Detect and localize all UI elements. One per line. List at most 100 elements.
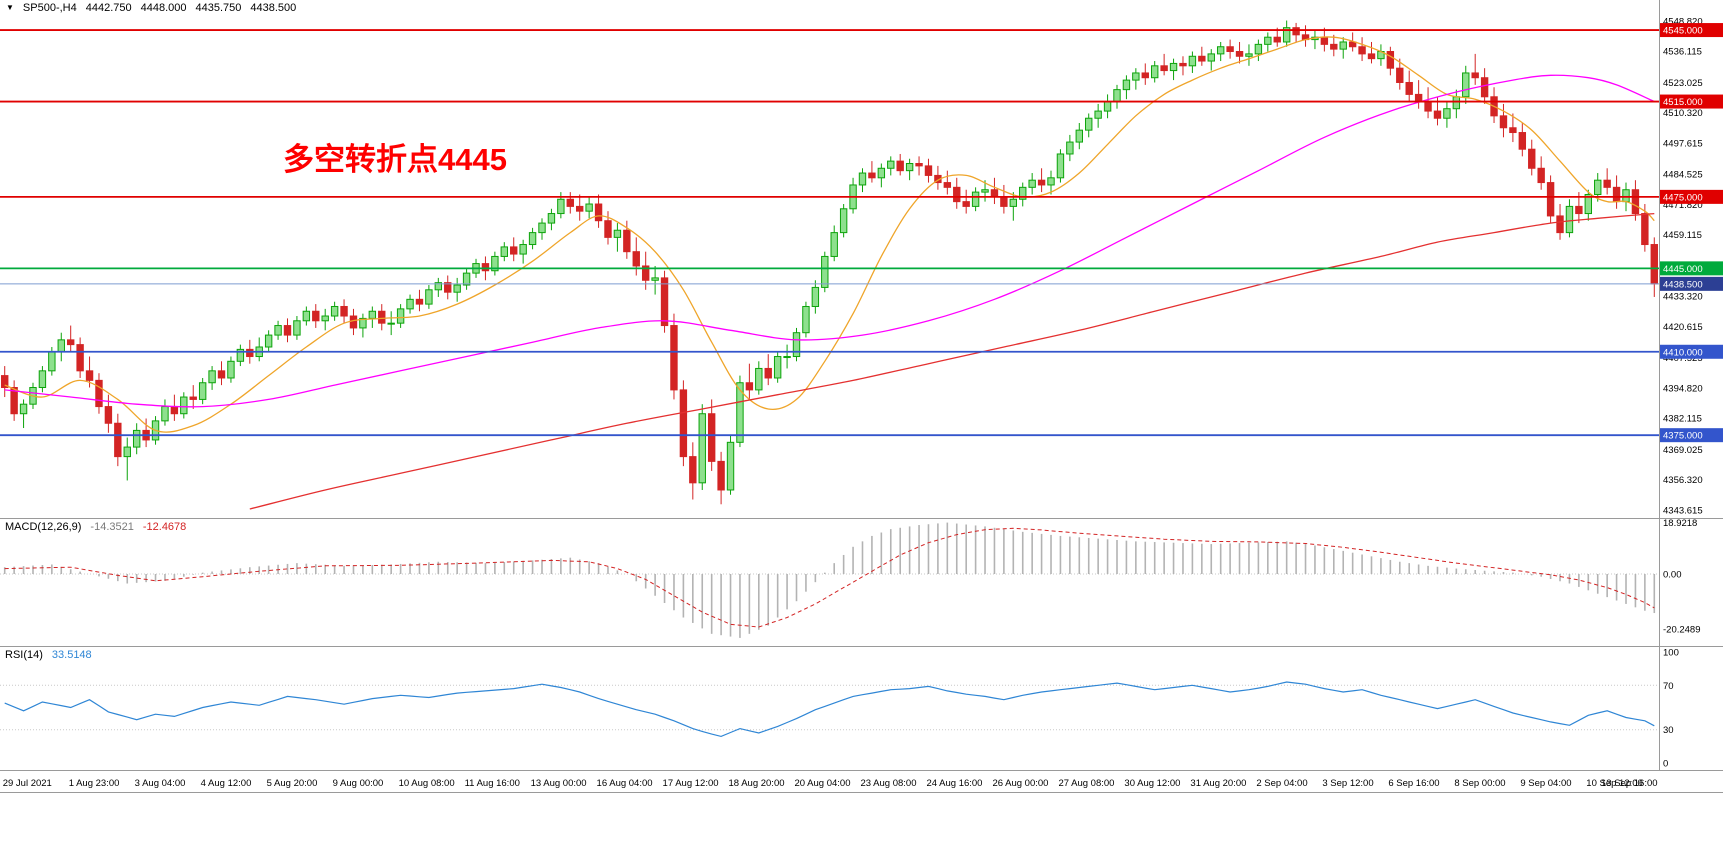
svg-text:100: 100 (1663, 648, 1679, 659)
candle-body (48, 351, 56, 372)
candle-body (236, 348, 245, 362)
candle-body (1037, 179, 1046, 186)
svg-text:6 Sep 16:00: 6 Sep 16:00 (1388, 778, 1439, 789)
ohlc-close: 4438.500 (250, 2, 297, 14)
ohlc-open: 4442.750 (85, 2, 132, 14)
candle-body (1594, 179, 1602, 195)
svg-text:3 Sep 12:00: 3 Sep 12:00 (1322, 778, 1373, 789)
candle-body (726, 441, 735, 491)
candle-body (1462, 72, 1470, 98)
candle-body (104, 406, 113, 424)
candle-body (1631, 189, 1640, 215)
svg-text:4433.320: 4433.320 (1663, 292, 1703, 303)
svg-text:4438.500: 4438.500 (1663, 279, 1703, 290)
candle-body (1198, 55, 1206, 62)
candle-body (415, 298, 424, 305)
candle-body (208, 370, 216, 384)
svg-text:11 Aug 16:00: 11 Aug 16:00 (465, 778, 520, 789)
candle-body (1264, 36, 1272, 45)
svg-text:18.9218: 18.9218 (1663, 518, 1697, 529)
price-badge (1660, 344, 1723, 359)
candle-body (1433, 110, 1442, 119)
candle-body (981, 189, 989, 193)
candle-body (1188, 55, 1197, 67)
candle-body (821, 255, 829, 288)
candle-body (1085, 117, 1093, 131)
candle-body (434, 282, 443, 291)
candle-body (1612, 186, 1621, 203)
ohlc-low: 4435.750 (195, 2, 242, 14)
svg-text:10 Sep 12:00: 10 Sep 12:00 (1586, 778, 1643, 789)
candle-body (707, 413, 716, 462)
candle-body (1103, 101, 1112, 112)
candle-body (1528, 148, 1536, 169)
candle-body (189, 396, 197, 400)
candle-body (330, 305, 339, 317)
svg-text:24 Aug 16:00: 24 Aug 16:00 (926, 778, 982, 789)
candle-body (170, 406, 179, 415)
candle-body (1537, 167, 1545, 184)
svg-text:4394.820: 4394.820 (1663, 383, 1703, 394)
candle-body (1405, 81, 1413, 95)
candle-body (462, 272, 471, 286)
svg-text:3 Aug 04:00: 3 Aug 04:00 (135, 778, 186, 789)
candle-body (293, 320, 301, 336)
rsi-line (4, 681, 1655, 738)
candle-body (1207, 53, 1215, 62)
candle-body (792, 332, 801, 358)
candle-body (1396, 67, 1404, 83)
candle-body (123, 446, 131, 458)
svg-text:17 Aug 12:00: 17 Aug 12:00 (663, 778, 719, 789)
svg-text:0.00: 0.00 (1663, 570, 1682, 581)
candle-body (1113, 89, 1121, 103)
candle-body (1424, 101, 1432, 112)
candle-body (198, 382, 207, 400)
candle-body (651, 277, 659, 281)
candle-body (114, 422, 122, 458)
svg-text:30: 30 (1663, 725, 1674, 736)
candle-body (312, 310, 320, 322)
candle-body (76, 344, 84, 372)
svg-text:4523.025: 4523.025 (1663, 78, 1703, 89)
candle-body (896, 160, 904, 172)
mid-ma-line (4, 74, 1655, 408)
svg-text:0: 0 (1663, 759, 1668, 770)
candle-body (1565, 205, 1574, 234)
candle-body (1254, 43, 1263, 55)
svg-text:4510.320: 4510.320 (1663, 108, 1703, 119)
candle-body (38, 370, 47, 389)
chart-annotation-text[interactable]: 多空转折点4445 (283, 142, 507, 177)
svg-text:10 Aug 08:00: 10 Aug 08:00 (399, 778, 455, 789)
collapse-triangle-icon[interactable]: ▼ (6, 3, 14, 12)
candle-body (1216, 46, 1225, 55)
candle-body (283, 325, 292, 336)
candle-body (576, 205, 584, 212)
candle-body (406, 298, 414, 310)
price-badge (1660, 189, 1723, 204)
candle-body (604, 220, 612, 238)
candle-body (1575, 205, 1583, 215)
candle-body (1151, 65, 1159, 79)
candle-body (1330, 43, 1338, 50)
candle-body (1292, 27, 1300, 36)
candle-body (1122, 79, 1131, 91)
candle-body (1509, 127, 1517, 134)
candle-body (1499, 115, 1508, 129)
candle-body (953, 186, 961, 203)
svg-text:4471.820: 4471.820 (1663, 200, 1703, 211)
candle-body (905, 163, 914, 172)
svg-text:2 Sep 04:00: 2 Sep 04:00 (1256, 778, 1307, 789)
svg-text:4420.615: 4420.615 (1663, 322, 1703, 333)
candle-body (85, 370, 94, 381)
svg-text:23 Aug 08:00: 23 Aug 08:00 (860, 778, 916, 789)
candle-body (444, 282, 452, 293)
candle-body (1452, 96, 1461, 110)
candle-body (1339, 41, 1347, 50)
chart-tabs-strip[interactable] (0, 793, 1723, 843)
candle-body (773, 356, 782, 379)
candle-body (1386, 51, 1395, 69)
svg-text:4536.115: 4536.115 (1663, 47, 1702, 58)
svg-text:4548.820: 4548.820 (1663, 16, 1703, 27)
candle-body (378, 310, 386, 324)
